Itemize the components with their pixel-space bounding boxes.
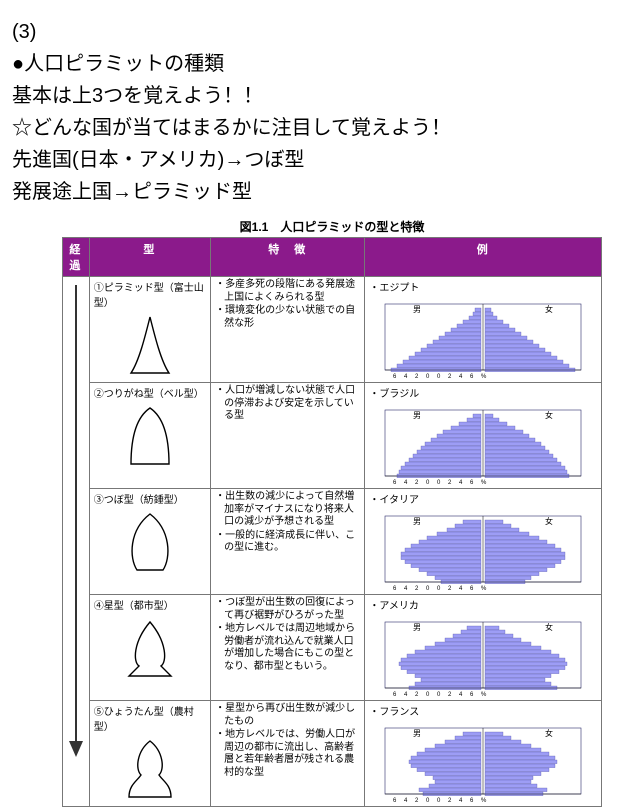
population-pyramid-chart: 男 女 6 4 2 0 0 2 4 6 % <box>378 720 588 804</box>
table-header-row: 経過 型 特 徴 例 <box>63 238 602 277</box>
shape-outline-svg <box>110 508 190 576</box>
feature-list: つぼ型が出生数の回復によって再び裾野がひろがった型地方レベルでは周辺地域から労働… <box>215 597 360 673</box>
type-name: ⑤ひょうたん型（農村型） <box>94 703 206 733</box>
th-feature: 特 徴 <box>211 238 365 277</box>
svg-text:女: 女 <box>545 410 553 420</box>
feature-cell: 多産多死の段階にある発展途上国によくみられる型環境変化の少ない状態での自然な形 <box>211 277 365 383</box>
population-pyramid-chart: 男 女 6 4 2 0 0 2 4 6 % <box>378 508 588 592</box>
intro-line-2: 基本は上3つを覚えよう！！ <box>12 80 630 112</box>
population-pyramid-chart: 男 女 6 4 2 0 0 2 4 6 % <box>378 296 588 380</box>
table-row: ②つりがね型（ベル型） 人口が増減しない状態で人口の停滞および安定を示している型ブ… <box>63 383 602 489</box>
progression-arrow-cell <box>63 277 90 807</box>
table-row: ③つぼ型（紡錘型） 出生数の減少によって自然増加率がマイナスになり将来人口の減少が… <box>63 489 602 595</box>
example-cell: ブラジル男 女 6 4 2 0 0 2 4 6 % <box>365 383 602 489</box>
example-cell: アメリカ男 女 6 4 2 0 0 2 4 6 % <box>365 595 602 701</box>
feature-item: 一般的に経済成長に伴い、この型に進む。 <box>215 530 360 555</box>
intro-block: (3) ●人口ピラミットの種類 基本は上3つを覚えよう！！ ☆どんな国が当てはま… <box>12 16 630 208</box>
type-name: ③つぼ型（紡錘型） <box>94 491 206 506</box>
feature-list: 出生数の減少によって自然増加率がマイナスになり将来人口の減少が予想される型一般的… <box>215 491 360 555</box>
type-cell: ⑤ひょうたん型（農村型） <box>89 701 210 807</box>
type-cell: ①ピラミッド型（富士山型） <box>89 277 210 383</box>
svg-text:6 4 2 0 0 2 4 6 %: 6 4 2 0 0 2 4 6 % <box>393 692 489 698</box>
svg-text:6 4 2 0 0 2 4 6 %: 6 4 2 0 0 2 4 6 % <box>393 798 489 804</box>
svg-text:6 4 2 0 0 2 4 6 %: 6 4 2 0 0 2 4 6 % <box>393 586 489 592</box>
svg-text:女: 女 <box>545 728 553 738</box>
shape-outline-svg <box>110 614 190 682</box>
population-pyramid-chart: 男 女 6 4 2 0 0 2 4 6 % <box>378 402 588 486</box>
down-arrow-icon <box>66 281 86 761</box>
svg-text:6 4 2 0 0 2 4 6 %: 6 4 2 0 0 2 4 6 % <box>393 374 489 380</box>
example-country: フランス <box>369 703 597 718</box>
example-country: イタリア <box>369 491 597 506</box>
shape-outline-svg <box>110 402 190 470</box>
example-cell: エジプト男 女 6 4 2 0 0 2 4 6 % <box>365 277 602 383</box>
table-row: ①ピラミッド型（富士山型） 多産多死の段階にある発展途上国によくみられる型環境変化… <box>63 277 602 383</box>
shape-outline-svg <box>110 311 190 379</box>
feature-cell: 出生数の減少によって自然増加率がマイナスになり将来人口の減少が予想される型一般的… <box>211 489 365 595</box>
example-cell: フランス男 女 6 4 2 0 0 2 4 6 % <box>365 701 602 807</box>
svg-text:男: 男 <box>413 729 421 738</box>
feature-cell: 星型から再び出生数が減少したもの地方レベルでは、労働人口が周辺の都市に流出し、高… <box>211 701 365 807</box>
table-row: ④星型（都市型） つぼ型が出生数の回復によって再び裾野がひろがった型地方レベルでは… <box>63 595 602 701</box>
feature-item: つぼ型が出生数の回復によって再び裾野がひろがった型 <box>215 597 360 622</box>
intro-line-5: 発展途上国→ピラミッド型 <box>12 176 630 208</box>
th-arrow: 経過 <box>63 238 90 277</box>
feature-item: 人口が増減しない状態で人口の停滞および安定を示している型 <box>215 385 360 423</box>
shape-outline-svg <box>110 735 190 803</box>
feature-item: 星型から再び出生数が減少したもの <box>215 703 360 728</box>
svg-text:男: 男 <box>413 305 421 314</box>
figure-title: 図1.1 人口ピラミッドの型と特徴 <box>62 218 602 235</box>
population-pyramid-chart: 男 女 6 4 2 0 0 2 4 6 % <box>378 614 588 698</box>
type-cell: ④星型（都市型） <box>89 595 210 701</box>
type-cell: ③つぼ型（紡錘型） <box>89 489 210 595</box>
feature-item: 地方レベルでは、労働人口が周辺の都市に流出し、高齢者層と若年齢者層が残される農村… <box>215 729 360 779</box>
example-country: エジプト <box>369 279 597 294</box>
svg-text:男: 男 <box>413 623 421 632</box>
example-country: アメリカ <box>369 597 597 612</box>
type-cell: ②つりがね型（ベル型） <box>89 383 210 489</box>
feature-list: 多産多死の段階にある発展途上国によくみられる型環境変化の少ない状態での自然な形 <box>215 279 360 330</box>
svg-text:女: 女 <box>545 622 553 632</box>
type-name: ①ピラミッド型（富士山型） <box>94 279 206 309</box>
type-name: ②つりがね型（ベル型） <box>94 385 206 400</box>
feature-item: 多産多死の段階にある発展途上国によくみられる型 <box>215 279 360 304</box>
svg-text:男: 男 <box>413 517 421 526</box>
figure-block: 図1.1 人口ピラミッドの型と特徴 経過 型 特 徴 例 ①ピラミッド型（富士山… <box>62 218 602 807</box>
example-country: ブラジル <box>369 385 597 400</box>
feature-list: 星型から再び出生数が減少したもの地方レベルでは、労働人口が周辺の都市に流出し、高… <box>215 703 360 779</box>
intro-num: (3) <box>12 16 630 48</box>
pyramid-table: 経過 型 特 徴 例 ①ピラミッド型（富士山型） 多産多死の段階にある発展途上国に… <box>62 237 602 807</box>
feature-item: 環境変化の少ない状態での自然な形 <box>215 305 360 330</box>
intro-line-3: ☆どんな国が当てはまるかに注目して覚えよう！ <box>12 112 630 144</box>
th-example: 例 <box>365 238 602 277</box>
feature-item: 出生数の減少によって自然増加率がマイナスになり将来人口の減少が予想される型 <box>215 491 360 529</box>
svg-text:6 4 2 0 0 2 4 6 %: 6 4 2 0 0 2 4 6 % <box>393 480 489 486</box>
table-row: ⑤ひょうたん型（農村型） 星型から再び出生数が減少したもの地方レベルでは、労働人口… <box>63 701 602 807</box>
feature-cell: つぼ型が出生数の回復によって再び裾野がひろがった型地方レベルでは周辺地域から労働… <box>211 595 365 701</box>
type-name: ④星型（都市型） <box>94 597 206 612</box>
feature-item: 地方レベルでは周辺地域から労働者が流れ込んで就業人口が増加した場合にもこの型とな… <box>215 623 360 673</box>
feature-cell: 人口が増減しない状態で人口の停滞および安定を示している型 <box>211 383 365 489</box>
svg-text:女: 女 <box>545 304 553 314</box>
intro-line-1: ●人口ピラミットの種類 <box>12 48 630 80</box>
th-type: 型 <box>89 238 210 277</box>
intro-line-4: 先進国(日本・アメリカ)→つぼ型 <box>12 144 630 176</box>
svg-text:女: 女 <box>545 516 553 526</box>
feature-list: 人口が増減しない状態で人口の停滞および安定を示している型 <box>215 385 360 423</box>
example-cell: イタリア男 女 6 4 2 0 0 2 4 6 % <box>365 489 602 595</box>
svg-text:男: 男 <box>413 411 421 420</box>
